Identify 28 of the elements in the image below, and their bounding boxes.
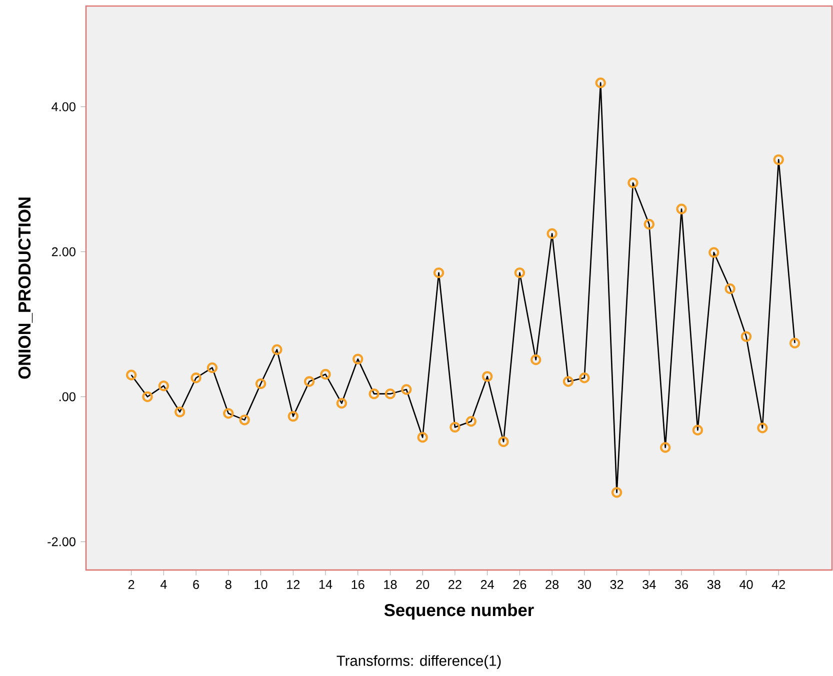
y-tick-label: .00 (59, 392, 76, 402)
x-tick-label: 30 (578, 580, 591, 590)
x-axis-title: Sequence number (384, 603, 534, 620)
x-tick-label: 26 (513, 580, 526, 590)
x-tick-label: 14 (319, 580, 332, 589)
x-tick-label: 10 (254, 580, 268, 590)
y-tick-label: 4.00 (52, 102, 76, 112)
x-tick-label: 12 (287, 580, 300, 589)
x-tick-label: 36 (674, 580, 688, 590)
y-tick-label: -2.00 (48, 537, 76, 546)
y-tick-label: 2.00 (52, 247, 76, 256)
x-tick-label: 4 (160, 580, 167, 589)
x-tick-label: 40 (739, 580, 753, 590)
x-tick-label: 34 (642, 580, 656, 590)
x-tick-label: 22 (448, 580, 462, 589)
y-axis-title: ONION_PRODUCTION (18, 198, 33, 379)
x-tick-label: 6 (193, 580, 199, 590)
x-tick-label: 28 (546, 580, 559, 590)
x-tick-label: 16 (352, 580, 364, 590)
text: Transforms: difference(1) (336, 655, 501, 669)
x-tick-label: 20 (416, 580, 430, 590)
x-tick-label: 32 (610, 580, 624, 590)
x-tick-label: 38 (707, 580, 720, 590)
x-tick-label: 24 (480, 580, 494, 589)
x-tick-label: 8 (225, 580, 232, 590)
x-tick-label: 2 (128, 580, 134, 589)
x-tick-label: 18 (384, 580, 397, 590)
x-tick-label: 42 (772, 580, 786, 589)
